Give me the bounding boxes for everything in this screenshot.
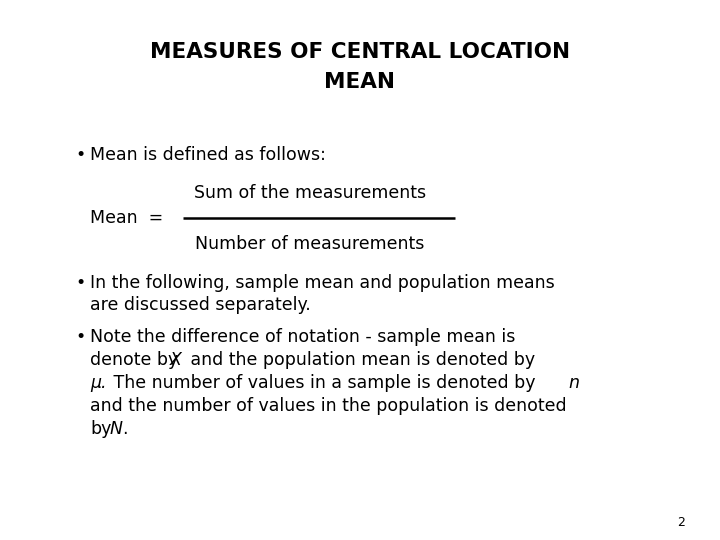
Text: and the number of values in the population is denoted: and the number of values in the populati… — [90, 397, 567, 415]
Text: In the following, sample mean and population means: In the following, sample mean and popula… — [90, 274, 554, 292]
Text: MEAN: MEAN — [325, 72, 395, 92]
Text: 2: 2 — [677, 516, 685, 529]
Text: Sum of the measurements: Sum of the measurements — [194, 184, 426, 202]
Text: •: • — [75, 146, 85, 164]
Text: by: by — [90, 420, 112, 438]
Text: •: • — [75, 328, 85, 346]
Text: •: • — [75, 274, 85, 292]
Text: Mean  =: Mean = — [90, 209, 163, 227]
Text: n: n — [568, 374, 579, 392]
Text: N: N — [110, 420, 123, 438]
Text: X: X — [170, 351, 182, 369]
Text: Number of measurements: Number of measurements — [195, 235, 425, 253]
Text: MEASURES OF CENTRAL LOCATION: MEASURES OF CENTRAL LOCATION — [150, 42, 570, 62]
Text: Note the difference of notation - sample mean is: Note the difference of notation - sample… — [90, 328, 516, 346]
Text: are discussed separately.: are discussed separately. — [90, 296, 311, 314]
Text: .: . — [122, 420, 127, 438]
Text: and the population mean is denoted by: and the population mean is denoted by — [185, 351, 535, 369]
Text: Mean is defined as follows:: Mean is defined as follows: — [90, 146, 326, 164]
Text: denote by: denote by — [90, 351, 179, 369]
Text: The number of values in a sample is denoted by: The number of values in a sample is deno… — [108, 374, 536, 392]
Text: μ.: μ. — [90, 374, 107, 392]
